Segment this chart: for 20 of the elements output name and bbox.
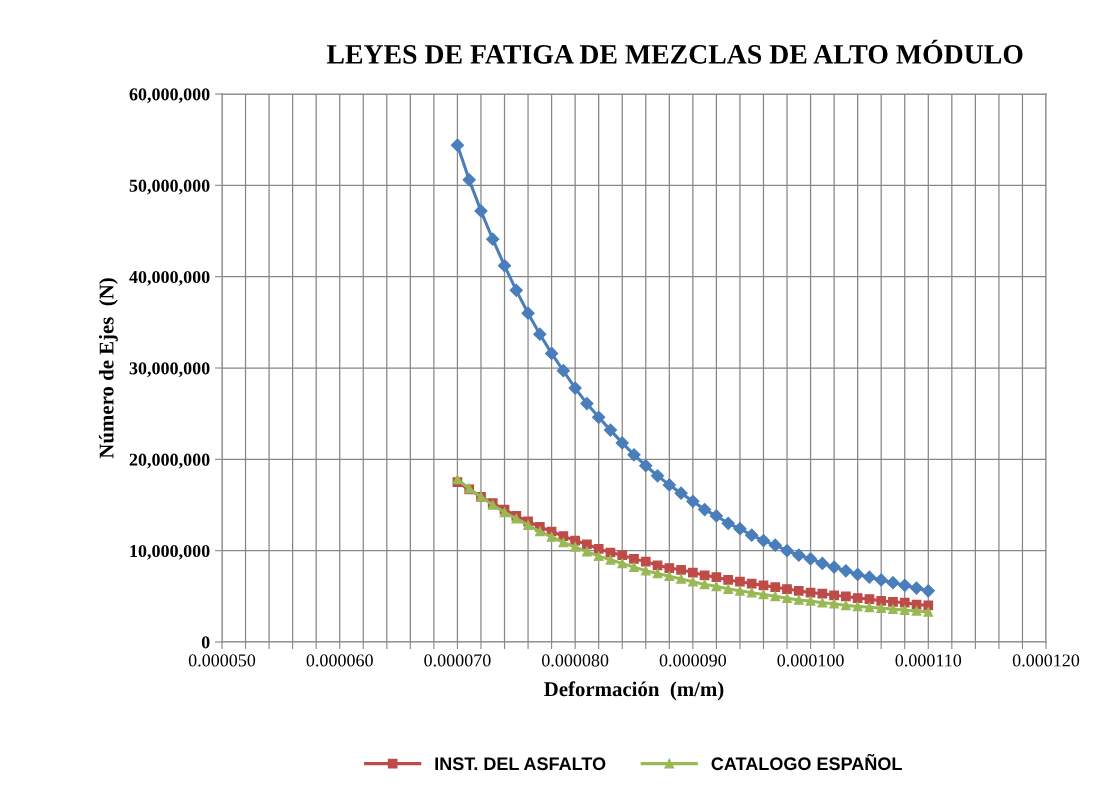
legend-label: CATALOGO ESPAÑOL	[711, 753, 902, 771]
y-tick-label: 60,000,000	[129, 88, 210, 104]
x-tick-label: 0.000120	[1012, 654, 1080, 667]
x-tick-label: 0.000090	[659, 654, 727, 667]
x-tick-label: 0.000070	[424, 654, 491, 667]
y-axis-title: Número de Ejes (N)	[98, 278, 118, 459]
y-tick-label: 40,000,000	[129, 270, 210, 286]
x-tick-label: 0.000060	[306, 654, 373, 667]
x-tick-label: 0.000110	[895, 654, 962, 667]
x-tick-label: 0.000080	[541, 654, 609, 667]
x-tick-label: 0.000100	[777, 654, 844, 667]
y-tick-label: 30,000,000	[129, 362, 210, 378]
chart-title: LEYES DE FATIGA DE MEZCLAS DE ALTO MÓDULO	[326, 39, 1023, 64]
y-tick-label: 10,000,000	[130, 544, 210, 560]
y-tick-label: 20,000,000	[129, 453, 210, 469]
legend-label: INST. DEL ASFALTO	[435, 757, 606, 771]
x-tick-label: 0.000050	[188, 654, 256, 667]
x-axis-title: Deformación (m/m)	[544, 681, 724, 701]
y-tick-label: 0	[201, 636, 210, 649]
y-tick-label: 50,000,000	[129, 179, 210, 195]
